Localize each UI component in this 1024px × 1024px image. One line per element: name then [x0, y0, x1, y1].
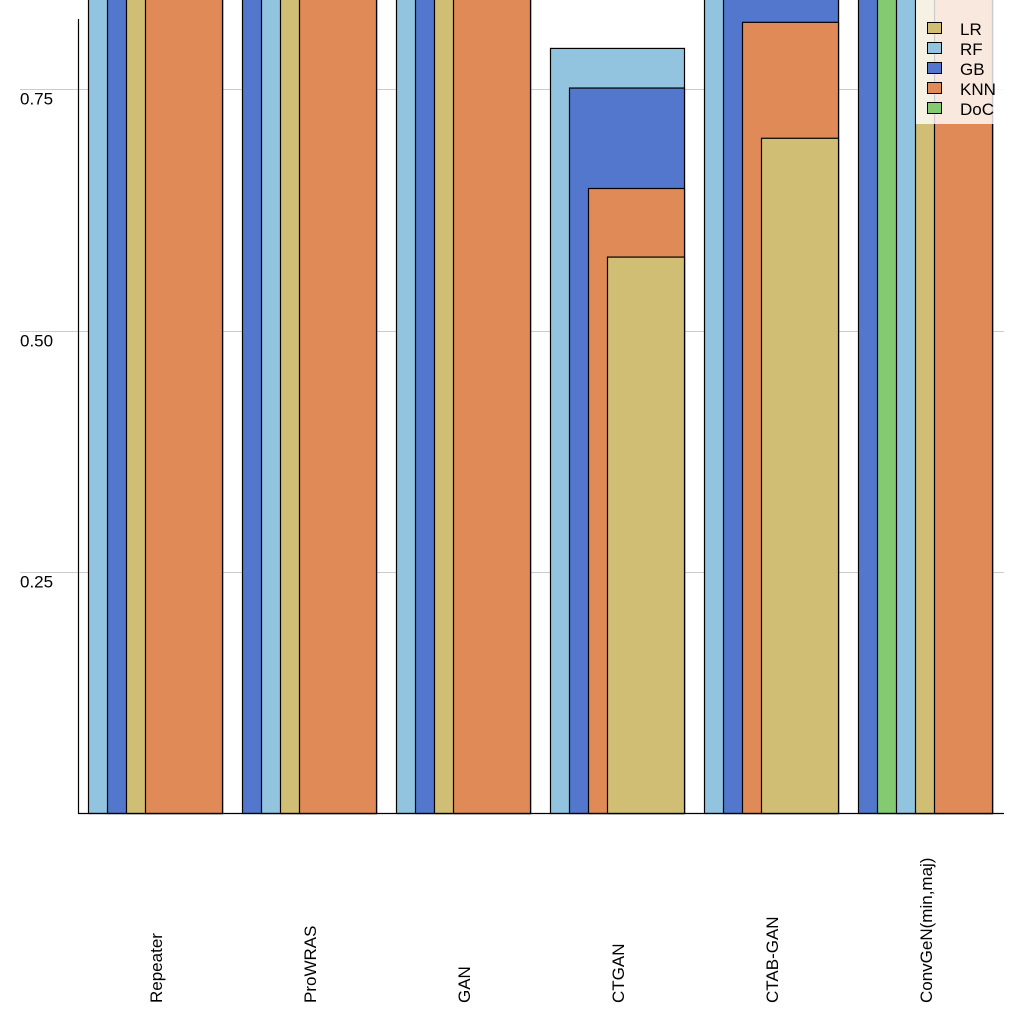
- bar-repeater-knn: [144, 0, 224, 815]
- bar-ctab-gan-lr: [760, 137, 840, 815]
- y-tick-label: 0.50: [20, 332, 53, 351]
- legend-label-rf: RF: [960, 40, 983, 59]
- axes: [77, 19, 1004, 815]
- x-tick-label-ctgan: CTGAN: [609, 944, 628, 1004]
- legend-label-doc: DoC: [960, 100, 994, 119]
- x-tick-label-convgen-min-maj: ConvGeN(min,maj): [917, 858, 936, 1003]
- legend-swatch-doc: [927, 102, 942, 114]
- y-tick-label: 0.25: [20, 573, 53, 592]
- bar-gan-knn: [452, 0, 532, 815]
- bar-group-gan: [395, 0, 532, 815]
- legend-item-lr: LR: [927, 20, 982, 39]
- bar-group-convgen-min-maj: [857, 0, 994, 815]
- legend-item-doc: DoC: [927, 100, 994, 119]
- x-tick-label-gan: GAN: [455, 966, 474, 1003]
- legend-item-gb: GB: [927, 60, 985, 79]
- legend-swatch-lr: [927, 22, 942, 34]
- y-tick-labels: 0.25 0.50 0.75: [20, 90, 53, 592]
- legend-label-knn: KNN: [960, 80, 996, 99]
- y-tick-label: 0.75: [20, 90, 53, 109]
- legend-swatch-gb: [927, 62, 942, 74]
- x-tick-label-prowras: ProWRAS: [301, 926, 320, 1003]
- legend-label-lr: LR: [960, 20, 982, 39]
- x-tick-label-repeater: Repeater: [147, 933, 166, 1003]
- bar-group-repeater: [87, 0, 224, 815]
- legend-swatch-rf: [927, 42, 942, 54]
- bar-group-ctgan: [549, 47, 686, 815]
- legend-label-gb: GB: [960, 60, 985, 79]
- bar-ctgan-lr: [606, 256, 686, 815]
- x-tick-label-ctab-gan: CTAB-GAN: [763, 916, 782, 1003]
- bar-group-prowras: [241, 0, 378, 815]
- bar-group-ctab-gan: [703, 0, 840, 815]
- bar-prowras-knn: [298, 0, 378, 815]
- legend-item-rf: RF: [927, 40, 983, 59]
- x-tick-labels: Repeater ProWRAS GAN CTGAN CTAB-GAN ConvGeN(m…: [147, 858, 936, 1003]
- legend-item-knn: KNN: [927, 80, 996, 99]
- legend-swatch-knn: [927, 82, 942, 94]
- bars: [87, 0, 994, 815]
